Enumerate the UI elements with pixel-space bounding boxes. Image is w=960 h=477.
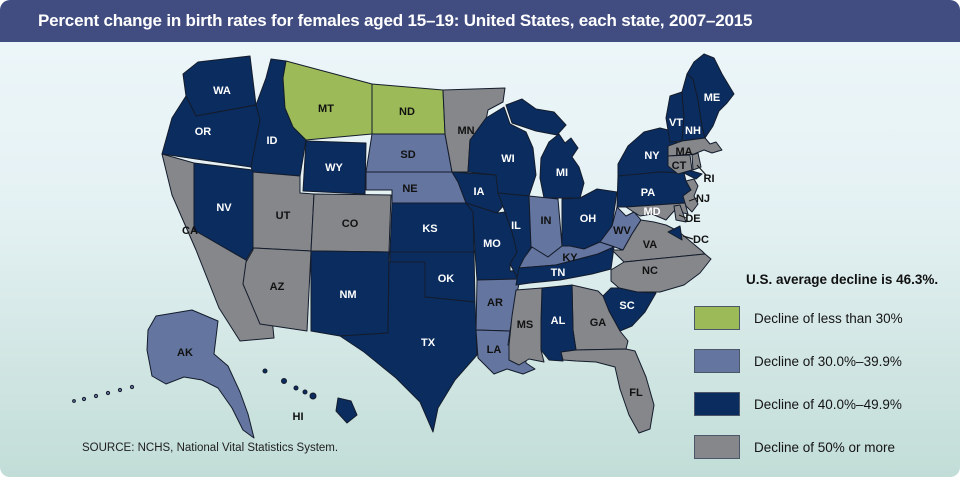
- state-label-nd: ND: [399, 106, 415, 118]
- legend-label-30to39: Decline of 30.0%–39.9%: [754, 353, 902, 369]
- state-ak: [72, 309, 255, 439]
- state-tx: [339, 261, 478, 433]
- state-label-me: ME: [704, 92, 721, 104]
- legend-swatch-lt30: [694, 306, 740, 330]
- state-ri: [691, 152, 702, 171]
- legend-label-40to49: Decline of 40.0%–49.9%: [754, 396, 902, 412]
- state-label-md: MD: [643, 206, 660, 218]
- legend-label-lt30: Decline of less than 30%: [754, 310, 903, 326]
- leader-line-nj: [688, 197, 698, 202]
- state-label-ut: UT: [276, 210, 291, 222]
- state-tn: [515, 246, 615, 286]
- state-wi: [467, 106, 537, 197]
- legend-item-30to39: Decline of 30.0%–39.9%: [694, 349, 944, 373]
- state-label-nj: NJ: [696, 193, 710, 205]
- source-note: SOURCE: NCHS, National Vital Statistics …: [82, 442, 339, 454]
- state-label-ky: KY: [562, 252, 578, 264]
- figure-header: Percent change in birth rates for female…: [0, 0, 960, 42]
- legend-swatch-ge50: [694, 435, 740, 459]
- state-mi: [505, 98, 585, 199]
- state-label-al: AL: [551, 315, 566, 327]
- state-label-ia: IA: [474, 186, 485, 198]
- state-label-sd: SD: [400, 149, 415, 161]
- state-label-hi: HI: [293, 411, 304, 423]
- state-label-va: VA: [643, 239, 658, 251]
- figure-title: Percent change in birth rates for female…: [38, 11, 753, 30]
- state-label-ri: RI: [704, 173, 715, 185]
- state-label-de: DE: [685, 213, 700, 225]
- state-label-wy: WY: [325, 162, 343, 174]
- state-md: [625, 202, 689, 221]
- state-shapes: [72, 53, 735, 439]
- state-label-oh: OH: [580, 213, 597, 225]
- state-nc: [610, 253, 712, 293]
- state-label-ok: OK: [438, 273, 455, 285]
- state-label-or: OR: [195, 126, 212, 138]
- state-label-pa: PA: [641, 187, 656, 199]
- legend-swatch-40to49: [694, 392, 740, 416]
- state-label-nc: NC: [642, 265, 658, 277]
- state-fl: [560, 348, 655, 434]
- legend: U.S. average decline is 46.3%. Decline o…: [694, 272, 944, 459]
- state-va: [611, 219, 706, 263]
- state-label-ak: AK: [177, 347, 193, 359]
- legend-label-ge50: Decline of 50% or more: [754, 439, 896, 455]
- legend-item-ge50: Decline of 50% or more: [694, 435, 944, 459]
- state-label-ma: MA: [675, 146, 692, 158]
- state-labels: WA OR CA NV ID MT WY UT CO AZ NM ND SD NE KS OK TX MN IA MO…: [177, 85, 720, 423]
- leader-line-de: [678, 214, 687, 219]
- state-label-dc: DC: [693, 234, 709, 246]
- state-mt: [282, 60, 373, 141]
- state-de: [673, 204, 687, 223]
- state-dc: [667, 225, 683, 241]
- state-label-ar: AR: [487, 297, 503, 309]
- state-label-mi: MI: [556, 167, 568, 179]
- state-label-co: CO: [342, 218, 359, 230]
- state-label-in: IN: [541, 215, 552, 227]
- state-label-ks: KS: [422, 223, 437, 235]
- state-ma: [667, 137, 723, 157]
- legend-item-40to49: Decline of 40.0%–49.9%: [694, 392, 944, 416]
- state-label-wi: WI: [501, 153, 514, 165]
- state-nv: [193, 162, 254, 261]
- state-label-vt: VT: [669, 117, 683, 129]
- state-label-ct: CT: [672, 160, 687, 172]
- state-label-az: AZ: [270, 281, 285, 293]
- state-label-il: IL: [511, 220, 521, 232]
- legend-swatch-30to39: [694, 349, 740, 373]
- state-hi: [262, 368, 358, 424]
- state-label-wa: WA: [213, 85, 231, 97]
- state-wy: [302, 140, 367, 195]
- state-ms: [508, 287, 545, 366]
- state-label-nh: NH: [685, 125, 701, 137]
- state-label-ms: MS: [517, 319, 534, 331]
- state-label-sc: SC: [619, 300, 634, 312]
- callout-leader-lines: [678, 164, 707, 240]
- state-ct: [667, 154, 693, 175]
- state-label-ca: CA: [182, 225, 198, 237]
- state-label-tx: TX: [421, 337, 436, 349]
- state-me: [686, 53, 735, 139]
- state-label-mt: MT: [318, 103, 334, 115]
- leader-line-dc: [682, 235, 694, 240]
- state-az: [242, 247, 312, 332]
- legend-item-lt30: Decline of less than 30%: [694, 306, 944, 330]
- state-label-nm: NM: [339, 289, 356, 301]
- state-label-wv: WV: [613, 225, 631, 237]
- state-label-mo: MO: [483, 238, 501, 250]
- state-nj: [682, 178, 699, 213]
- state-label-nv: NV: [216, 202, 232, 214]
- leader-line-ri: [696, 164, 707, 176]
- us-average-note: U.S. average decline is 46.3%.: [746, 272, 939, 287]
- state-label-ny: NY: [644, 150, 660, 162]
- state-label-mn: MN: [457, 125, 474, 137]
- state-label-fl: FL: [629, 387, 643, 399]
- state-label-ga: GA: [590, 317, 607, 329]
- state-label-la: LA: [487, 344, 502, 356]
- state-label-id: ID: [267, 135, 278, 147]
- state-label-tn: TN: [551, 267, 566, 279]
- state-label-ne: NE: [402, 183, 417, 195]
